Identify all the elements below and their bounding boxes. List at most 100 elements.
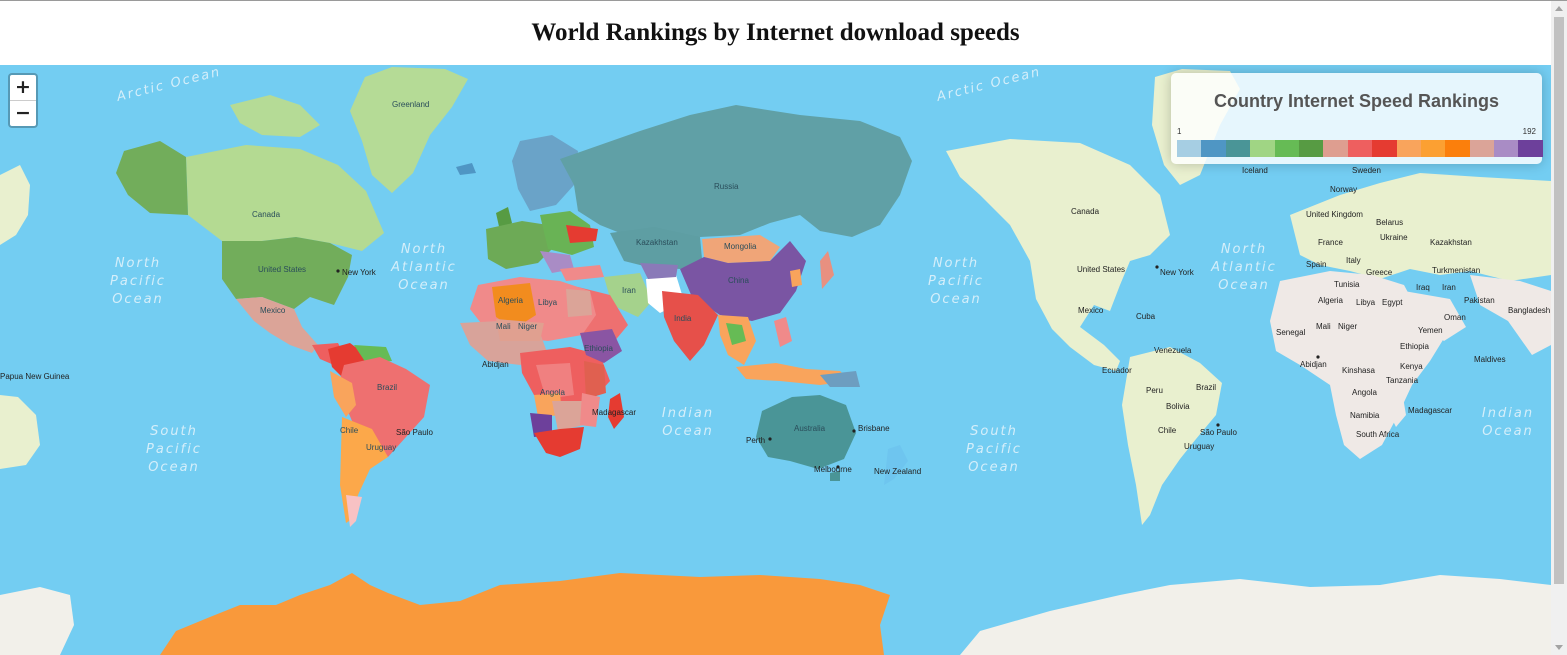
country-central-asia xyxy=(640,263,678,279)
svg-text:Canada: Canada xyxy=(1071,207,1100,216)
country-greenland xyxy=(350,67,468,193)
country-south-africa xyxy=(534,427,584,457)
country-iceland xyxy=(456,163,476,175)
country-canada xyxy=(186,145,384,251)
svg-text:Angola: Angola xyxy=(1352,388,1377,397)
ocean-label-arctic: Arctic Ocean xyxy=(114,65,222,105)
svg-text:Iran: Iran xyxy=(622,286,636,295)
country-scandinavia xyxy=(512,135,578,211)
legend-max-label: 192 xyxy=(1522,127,1536,136)
svg-text:South: South xyxy=(970,424,1018,439)
zoom-control: + − xyxy=(8,73,38,128)
ocean-label-south-pacific-right: South Pacific Ocean xyxy=(966,424,1020,475)
svg-text:Norway: Norway xyxy=(1330,185,1357,194)
svg-text:Perth: Perth xyxy=(746,436,765,445)
place-labels-right: Iceland Sweden Norway United Kingdom Bel… xyxy=(1071,166,1550,451)
svg-text:Ecuador: Ecuador xyxy=(1102,366,1132,375)
svg-text:Madagascar: Madagascar xyxy=(1408,406,1452,415)
legend-title: Country Internet Speed Rankings xyxy=(1213,91,1500,111)
country-drc xyxy=(536,363,574,399)
country-ukraine xyxy=(566,225,598,243)
ocean-label-south-pacific: South Pacific Ocean xyxy=(146,424,202,475)
country-alaska xyxy=(116,141,188,215)
svg-text:Pacific: Pacific xyxy=(110,274,166,289)
zoom-out-button[interactable]: − xyxy=(10,100,36,126)
svg-text:Ocean: Ocean xyxy=(930,292,982,307)
legend-swatch xyxy=(1420,140,1446,157)
country-southern-argentina xyxy=(346,495,362,527)
svg-text:Kazakhstan: Kazakhstan xyxy=(636,238,678,247)
svg-text:Canada: Canada xyxy=(252,210,281,219)
svg-text:Pacific: Pacific xyxy=(146,442,202,457)
zoom-in-button[interactable]: + xyxy=(15,76,31,98)
country-peru-bolivia xyxy=(330,371,356,417)
vertical-scrollbar[interactable] xyxy=(1551,1,1567,655)
svg-text:North: North xyxy=(933,256,979,271)
ocean-label-north-pacific-right: North Pacific Ocean xyxy=(928,256,984,307)
country-libya xyxy=(534,287,566,323)
svg-text:Indian: Indian xyxy=(1482,406,1534,421)
country-india xyxy=(662,291,718,361)
svg-text:United States: United States xyxy=(1077,265,1125,274)
country-balkans xyxy=(540,251,574,273)
svg-text:Mexico: Mexico xyxy=(1078,306,1104,315)
svg-text:Greenland: Greenland xyxy=(392,100,429,109)
svg-text:Tanzania: Tanzania xyxy=(1386,376,1419,385)
svg-text:Iran: Iran xyxy=(1442,283,1456,292)
country-western-europe xyxy=(486,221,552,269)
scroll-up-arrow-icon[interactable] xyxy=(1555,6,1563,11)
svg-text:Pacific: Pacific xyxy=(928,274,984,289)
ocean-label-north-pacific: North Pacific Ocean xyxy=(110,256,166,307)
svg-text:Kinshasa: Kinshasa xyxy=(1342,366,1375,375)
legend-swatch xyxy=(1469,140,1495,157)
svg-text:Ethiopia: Ethiopia xyxy=(1400,342,1429,351)
svg-text:Indian: Indian xyxy=(662,406,714,421)
country-thailand xyxy=(726,323,746,345)
svg-text:Libya: Libya xyxy=(1356,298,1376,307)
country-new-zealand xyxy=(884,445,908,485)
land-right-north-america xyxy=(946,139,1170,371)
svg-text:New York: New York xyxy=(342,268,377,277)
svg-text:Ocean: Ocean xyxy=(968,460,1020,475)
map-view[interactable]: Arctic Ocean North Pacific Ocean North A… xyxy=(0,65,1551,655)
svg-text:Ocean: Ocean xyxy=(662,424,714,439)
scroll-down-arrow-icon[interactable] xyxy=(1555,645,1563,650)
svg-text:Egypt: Egypt xyxy=(1382,298,1403,307)
svg-text:Madagascar: Madagascar xyxy=(592,408,636,417)
svg-text:Tunisia: Tunisia xyxy=(1334,280,1360,289)
country-tasmania xyxy=(830,471,840,481)
svg-text:Ukraine: Ukraine xyxy=(1380,233,1408,242)
svg-text:Ocean: Ocean xyxy=(1482,424,1534,439)
svg-text:Spain: Spain xyxy=(1306,260,1326,269)
svg-text:Ethiopia: Ethiopia xyxy=(584,344,613,353)
country-mali-niger xyxy=(496,319,544,341)
legend-swatch xyxy=(1323,140,1348,157)
country-turkey xyxy=(560,265,604,281)
land-right-antarctica xyxy=(960,575,1551,655)
legend-swatch xyxy=(1518,140,1543,157)
scrollbar-thumb[interactable] xyxy=(1554,17,1564,584)
country-algeria xyxy=(492,283,536,329)
svg-text:Libya: Libya xyxy=(538,298,558,307)
country-eastern-europe xyxy=(540,211,594,255)
ocean-label-indian-right: Indian Ocean xyxy=(1482,406,1534,439)
land-left-australia xyxy=(0,395,40,469)
svg-text:Brisbane: Brisbane xyxy=(858,424,890,433)
country-madagascar xyxy=(608,393,624,429)
svg-text:Peru: Peru xyxy=(1146,386,1163,395)
svg-text:Sweden: Sweden xyxy=(1352,166,1381,175)
country-mongolia xyxy=(702,235,780,263)
svg-text:Senegal: Senegal xyxy=(1276,328,1306,337)
legend-min-label: 1 xyxy=(1177,127,1182,136)
svg-text:Cuba: Cuba xyxy=(1136,312,1156,321)
country-indonesia xyxy=(736,363,850,385)
country-namibia xyxy=(530,413,552,437)
place-labels-main: Greenland Canada United States New York … xyxy=(0,100,921,476)
svg-text:Papua New Guinea: Papua New Guinea xyxy=(0,372,70,381)
arctic-islands xyxy=(230,95,320,137)
svg-text:Venezuela: Venezuela xyxy=(1154,346,1192,355)
svg-text:Chile: Chile xyxy=(340,426,359,435)
svg-text:United Kingdom: United Kingdom xyxy=(1306,210,1363,219)
map-tiles: Arctic Ocean North Pacific Ocean North A… xyxy=(0,65,1551,655)
svg-text:Algeria: Algeria xyxy=(1318,296,1343,305)
